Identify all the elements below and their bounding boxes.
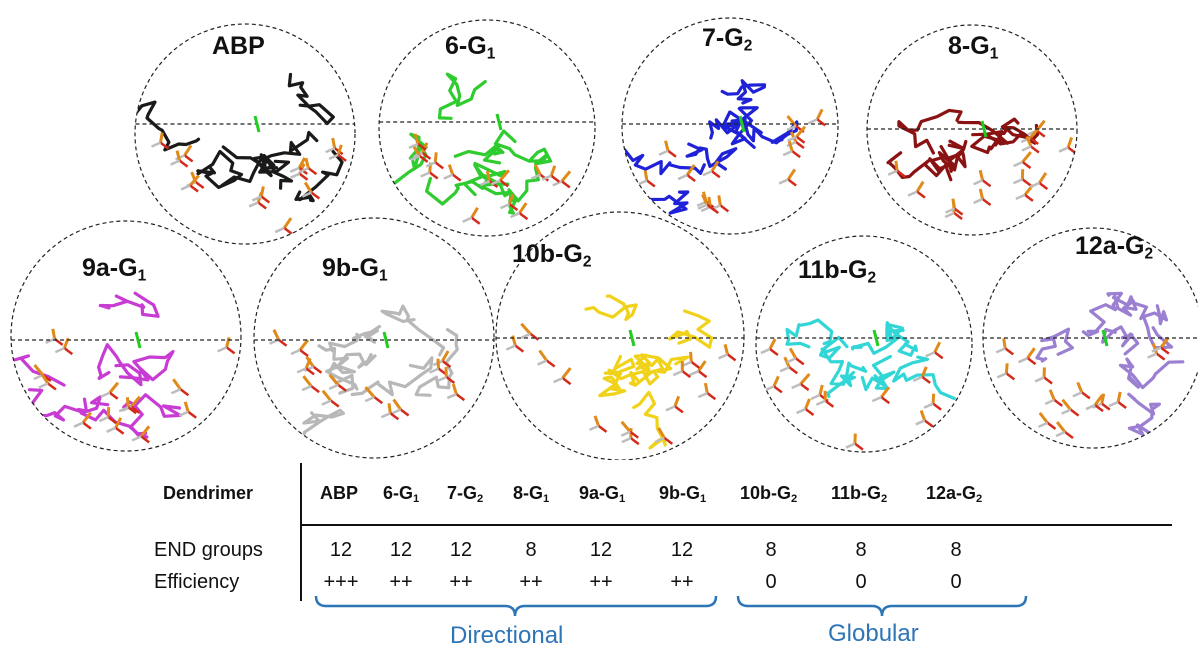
table-cell: 8 xyxy=(931,539,981,562)
table-header-dendrimer: Dendrimer xyxy=(163,483,253,504)
col-header-10b-g2: 10b-G2 xyxy=(740,483,797,504)
row-label-efficiency: Efficiency xyxy=(154,571,239,594)
label-9a-g1: 9a-G1 xyxy=(82,254,146,283)
label-10b-g2: 10b-G2 xyxy=(512,240,591,269)
label-12a-g2: 12a-G2 xyxy=(1075,232,1153,261)
table-cell: ++ xyxy=(576,571,626,594)
col-header-9a-g1: 9a-G1 xyxy=(579,483,625,504)
col-header-abp: ABP xyxy=(320,483,358,504)
table-cell: 12 xyxy=(316,539,366,562)
label-9b-g1: 9b-G1 xyxy=(322,254,388,283)
table-cell: ++ xyxy=(376,571,426,594)
dendrimer-structures xyxy=(0,0,1198,460)
table-cell: 8 xyxy=(506,539,556,562)
col-header-12a-g2: 12a-G2 xyxy=(926,483,982,504)
label-7-g2: 7-G2 xyxy=(702,24,752,53)
table-cell: 12 xyxy=(376,539,426,562)
group-label-globular: Globular xyxy=(828,620,919,648)
col-header-8-g1: 8-G1 xyxy=(513,483,549,504)
table-cell: 0 xyxy=(746,571,796,594)
table-cell: 8 xyxy=(836,539,886,562)
table-cell: ++ xyxy=(506,571,556,594)
dendrimer-table: Dendrimer ABP 6-G1 7-G2 8-G1 9a-G1 9b-G1… xyxy=(150,463,1030,603)
table-cell: ++ xyxy=(657,571,707,594)
col-header-11b-g2: 11b-G2 xyxy=(831,483,887,504)
table-cell: 8 xyxy=(746,539,796,562)
table-vertical-rule xyxy=(300,463,302,601)
table-cell: 12 xyxy=(436,539,486,562)
table-cell: 12 xyxy=(576,539,626,562)
table-horizontal-rule xyxy=(300,524,1172,526)
table-cell: 0 xyxy=(836,571,886,594)
label-11b-g2: 11b-G2 xyxy=(798,256,876,285)
col-header-6-g1: 6-G1 xyxy=(383,483,419,504)
label-6-g1: 6-G1 xyxy=(445,32,495,61)
table-cell: +++ xyxy=(316,571,366,594)
table-cell: 12 xyxy=(657,539,707,562)
label-abp: ABP xyxy=(212,32,265,61)
col-header-7-g2: 7-G2 xyxy=(447,483,483,504)
col-header-9b-g1: 9b-G1 xyxy=(659,483,706,504)
table-cell: 0 xyxy=(931,571,981,594)
table-cell: ++ xyxy=(436,571,486,594)
row-label-end-groups: END groups xyxy=(154,539,263,562)
molecule-12a xyxy=(983,228,1198,448)
label-8-g1: 8-G1 xyxy=(948,32,998,61)
